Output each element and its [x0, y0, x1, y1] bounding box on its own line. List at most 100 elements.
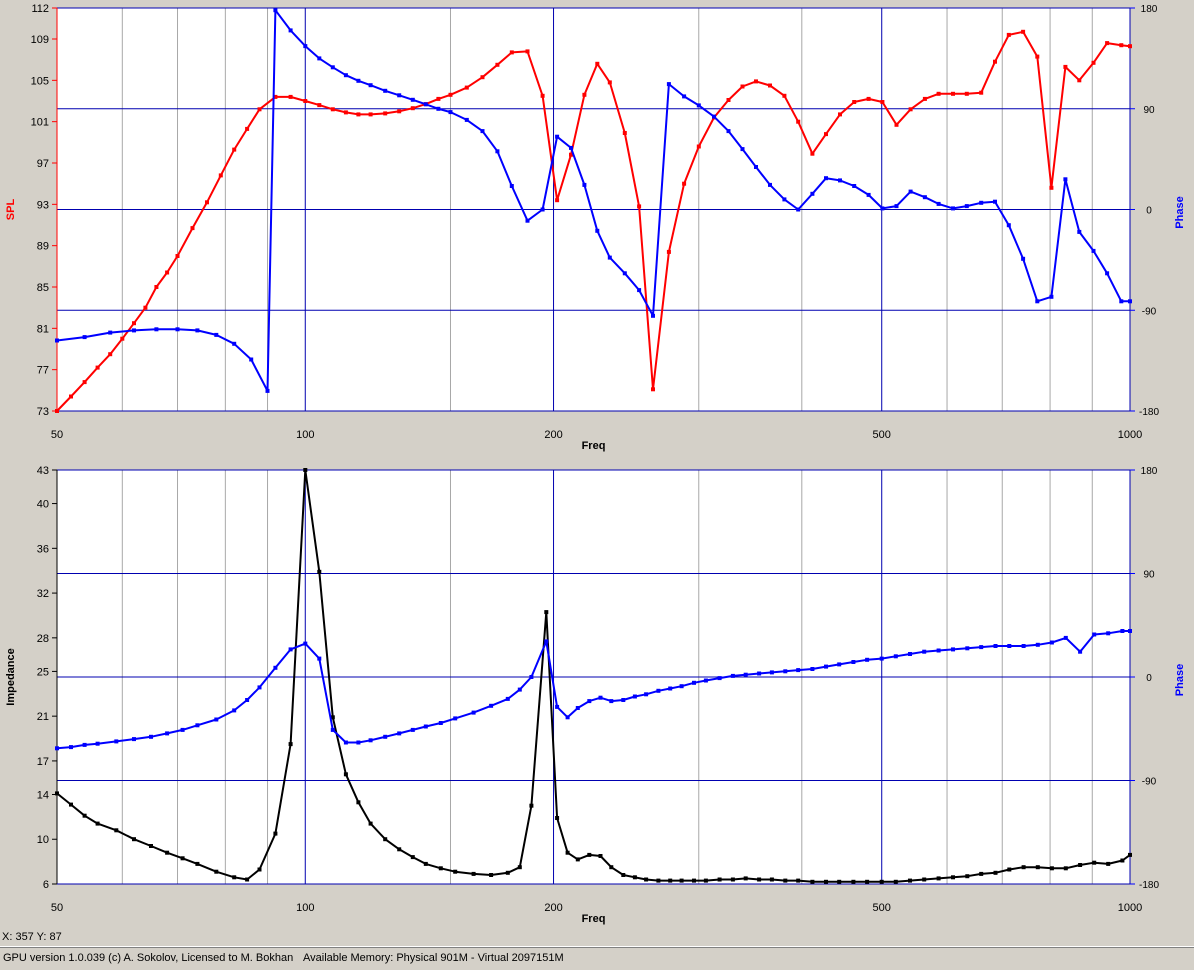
- impedance-point: [1120, 858, 1125, 863]
- phase-point: [82, 335, 87, 340]
- phase-point: [195, 328, 200, 333]
- y2-tick-label: 0: [1146, 206, 1152, 217]
- impedance-point: [273, 831, 278, 836]
- phase-point: [132, 737, 136, 742]
- impedance-point: [383, 837, 388, 842]
- phase-point: [1035, 642, 1040, 647]
- phase-point: [448, 110, 453, 115]
- phase-point: [232, 708, 237, 713]
- phase-point: [908, 189, 913, 194]
- phase-point: [824, 176, 828, 181]
- phase-point: [453, 716, 458, 721]
- phase-point: [317, 656, 322, 661]
- y-tick-label: 101: [31, 117, 49, 129]
- y-tick-label: 14: [37, 789, 49, 801]
- impedance-point: [438, 866, 443, 871]
- y-tick-label: 93: [37, 199, 49, 211]
- phase-point: [979, 200, 984, 205]
- spl-point: [951, 91, 955, 96]
- phase-point: [682, 94, 687, 99]
- spl-point: [143, 305, 148, 310]
- spl-point: [696, 144, 701, 149]
- phase-point: [330, 65, 335, 70]
- phase-point: [582, 182, 587, 187]
- impedance-point: [922, 877, 927, 882]
- impedance-point: [621, 873, 626, 877]
- impedance-point: [368, 821, 373, 826]
- phase-point: [936, 201, 941, 206]
- phase-point: [436, 106, 441, 111]
- impedance-point: [679, 878, 684, 883]
- y-tick-label: 25: [37, 666, 49, 678]
- spl-point: [132, 321, 136, 326]
- impedance-point: [1092, 860, 1097, 865]
- phase-point: [383, 88, 388, 93]
- spl-point: [1035, 54, 1040, 59]
- impedance-point: [132, 837, 136, 842]
- y-tick-label: 73: [37, 406, 49, 418]
- impedance-point: [1007, 867, 1012, 872]
- y-tick-label: 36: [37, 543, 49, 555]
- phase-point: [651, 313, 655, 318]
- y2-tick-label: -180: [1139, 407, 1159, 418]
- phase-point: [740, 147, 745, 152]
- spl-point: [1091, 60, 1096, 65]
- phase-point: [838, 178, 842, 183]
- phase-point: [666, 82, 671, 87]
- impedance-point: [489, 873, 494, 877]
- phase-point: [880, 206, 885, 211]
- phase-point: [743, 672, 748, 677]
- phase-point: [609, 699, 614, 704]
- spl-point: [190, 226, 195, 231]
- spl-point: [317, 103, 322, 108]
- phase-point: [810, 667, 815, 671]
- phase-point: [726, 129, 731, 134]
- spl-point: [120, 336, 125, 341]
- impedance-phase-chart: 6 10 14 17 21 25 28 32 36 40 43 180 90 0 -90 -180 50 100 2…: [5, 465, 1186, 925]
- phase-point: [517, 687, 522, 692]
- phase-point: [397, 731, 402, 736]
- spl-point: [651, 387, 655, 392]
- impedance-point: [288, 742, 293, 747]
- y2-tick-label: 180: [1141, 4, 1158, 15]
- phase-point: [595, 228, 600, 233]
- phase-point: [565, 715, 570, 720]
- phase-point: [1128, 299, 1132, 304]
- phase-point: [893, 654, 898, 659]
- phase-point: [495, 149, 500, 154]
- phase-point: [668, 686, 673, 691]
- phase-point: [303, 44, 308, 49]
- spl-point: [782, 93, 787, 98]
- phase-point: [908, 652, 912, 656]
- phase-point: [922, 195, 927, 200]
- phase-point: [343, 740, 348, 745]
- phase-point: [149, 734, 153, 739]
- spl-point: [448, 92, 453, 97]
- y-tick-label: 77: [37, 365, 49, 377]
- phase-point: [132, 328, 136, 333]
- y2-tick-label: -180: [1139, 880, 1159, 891]
- spl-point: [1063, 64, 1068, 69]
- phase-point: [480, 129, 485, 134]
- x-axis-title: Freq: [582, 440, 606, 452]
- impedance-point: [317, 569, 322, 574]
- y2-tick-label: 0: [1146, 673, 1152, 684]
- spl-point: [824, 132, 828, 137]
- y2-axis-title: Phase: [1174, 664, 1186, 696]
- phase-point: [679, 684, 684, 689]
- impedance-point: [810, 879, 815, 884]
- impedance-point: [783, 878, 788, 883]
- phase-point: [69, 745, 73, 750]
- y-tick-label: 112: [31, 3, 49, 15]
- spl-point: [726, 98, 731, 102]
- spl-point: [838, 112, 842, 117]
- impedance-point: [1021, 865, 1026, 870]
- phase-point: [621, 698, 626, 702]
- spl-point: [95, 365, 100, 370]
- impedance-point: [214, 869, 219, 874]
- spl-point: [1021, 29, 1026, 34]
- spl-point: [165, 270, 170, 275]
- phase-point: [1006, 223, 1011, 228]
- spl-point: [257, 107, 262, 112]
- y-tick-label: 10: [37, 834, 49, 846]
